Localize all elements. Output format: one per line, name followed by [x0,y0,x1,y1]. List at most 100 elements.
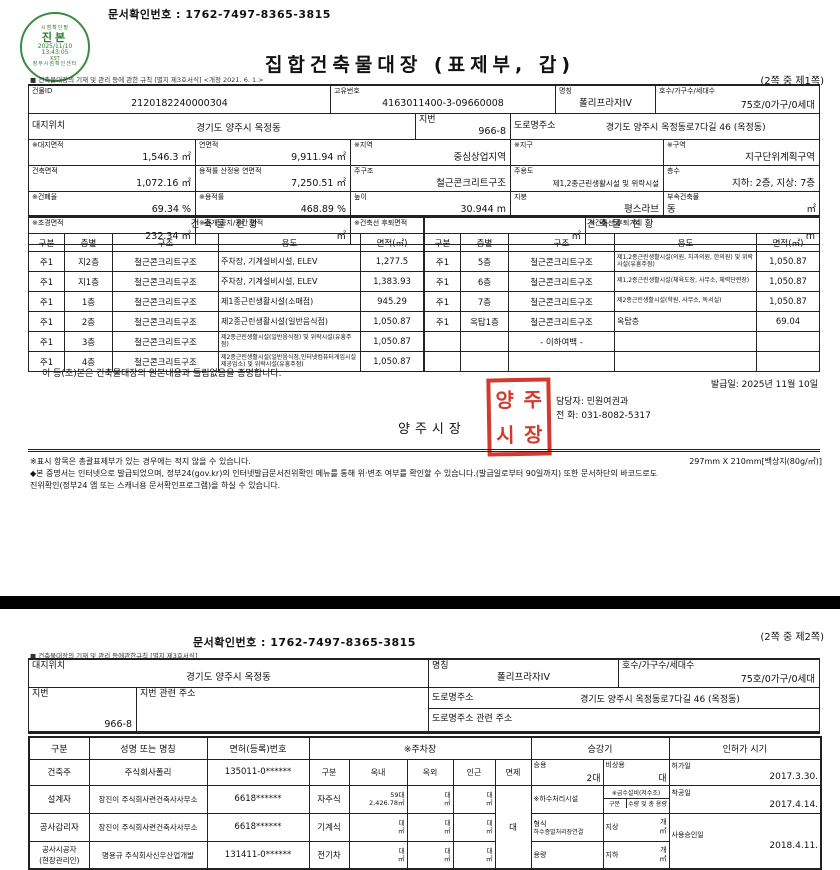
field-label: 지번 [419,115,436,125]
column-header: 층별 [65,234,113,251]
floor-use: 주차장, 기계설비시설, ELEV [219,252,361,271]
floor-use: 제2종근린생활시설(일반음식점) 및 위락시설(유흥주점) [219,332,361,351]
floor-structure [509,352,615,371]
field-value: 평스라브 [624,204,659,215]
water-supply-cell: ※급수설비(저수조) 구분 수량 및 총 용량 [602,784,670,814]
field-value: 지하: 2층, 지상: 7층 [731,178,815,189]
field-label: 부속건축물 [667,193,700,201]
floor-level: 7층 [461,292,509,311]
mayor-seal: 양 주 시 장 [486,377,552,457]
floor-area-ratio-cell: ※용적률 468.89 % [196,192,351,217]
floor-level [461,352,509,371]
table-row: 공사감리자 장진이 주식회사련건축사사무소 6618****** 기계식 대 ㎡ … [28,812,822,870]
field-value: 4163011400-3-09660008 [382,98,504,109]
parking-subheader: 구분 [308,758,350,786]
sewage-facility-label: ※하수처리시설 [530,784,604,814]
parking-exempt: 대 [494,784,532,870]
total-floor-area-cell: 연면적 9,911.94 ㎡ [196,140,351,165]
lot-number-cell: 지번 966-8 [416,114,511,139]
certification-statement: 이 등(초)본은 건축물대장의 원본내용과 틀림없음을 증명합니다. [42,369,282,379]
field-label: 지붕 [514,193,527,201]
field-value: 966-8 [478,126,506,137]
column-header: 구조 [113,234,219,251]
unique-number-cell: 고유번호 4163011400-3-09660008 [331,86,556,113]
field-label: 높이 [354,193,367,201]
floor-gubun: 주1 [425,252,461,271]
column-header: 성명 또는 명칭 [88,736,208,760]
coverage-ratio-cell: ※건폐율 69.34 % [29,192,196,217]
zoning-district-cell: ※지구 [511,140,664,165]
field-label: 대지위치 [32,661,66,671]
field-label: 건축면적 [32,167,58,175]
section-title: 건축물 현황 [425,217,819,234]
field-label: ※조경면적 [32,219,64,227]
floor-structure: 철근콘크리트구조 [509,312,615,331]
field-label: ※용적률 [199,193,225,201]
zoning-zone-cell: ※구역 지구단위계획구역 [664,140,819,165]
column-header: 구조 [509,234,615,251]
table-header-row: 구분 성명 또는 명칭 면허(등록)번호 ※주차장 승강기 인허가 시기 [28,736,822,760]
column-header: 용도 [615,234,757,251]
floor-use [615,352,757,371]
field-value: 개 [660,818,667,827]
floor-area: 1,050.87 [373,356,411,367]
floor-level: 3층 [65,332,113,351]
field-label: 지상 [605,823,619,832]
parking-subheader: 면제 [494,758,532,786]
field-value: 하수종말처리장연결 [533,828,584,836]
table-row: 주1 지2층 철근콘크리트구조 주차장, 기계설비시설, ELEV 1,277.… [29,252,423,272]
field-value: 폴리프라자IV [496,672,550,683]
field-label: 형식 [533,819,547,828]
lot-number-cell: 지번 966-8 [29,688,137,732]
floor-gubun: 주1 [29,332,65,351]
note-line: ◆본 증명서는 인터넷으로 발급되었으며, 정부24(gov.kr)의 인터넷발… [30,469,658,478]
field-label: 호수/가구수/세대수 [659,87,716,95]
floor-use: 주차장, 기계설비시설, ELEV [219,272,361,291]
field-value: ㎡ [659,855,667,864]
landscape-area-cell: ※조경면적 232.34 ㎡ [29,218,196,244]
field-value: 철근콘크리트구조 [436,178,506,189]
stamp-timezone: KST [50,55,60,62]
field-value: 30.944 m [460,204,506,215]
building-name-cell: 명칭 폴리프라자IV [556,86,656,113]
field-value: 2대 [586,773,601,784]
field-label: 고유번호 [334,87,360,95]
floor-structure: 철근콘크리트구조 [113,272,219,291]
seal-char: 주 [523,387,543,412]
field-value: 개 [660,846,667,855]
field-label: 호수/가구수/세대수 [622,661,695,671]
field-value: 75호/0가구/0세대 [740,100,815,111]
column-header: 인허가 시기 [668,736,822,760]
annex-dong: 동 [667,204,676,215]
field-label: ※지구 [514,141,533,149]
column-header: ※주차장 [308,736,532,760]
field-label: ※건폐율 [32,193,58,201]
field-value: 경기도 양주시 옥정동로7다길 46 (옥정동) [605,123,766,133]
field-label: 지번 관련 주소 [140,689,196,699]
field-label: ※건축선 후퇴면적 [354,219,408,227]
field-label: 주구조 [354,167,374,175]
annex-unit: ㎡ [806,204,816,215]
table-row: 건축주 주식회사폴리 135011-0****** 구분 옥내 옥외 인근 면제… [28,758,822,786]
parking-indoor: 대 ㎡ [348,840,408,870]
parking-nearby: 대 ㎡ [452,812,496,842]
party-role: 건축주 [28,758,90,786]
stamp-ring-top-text: 시점확인필 [40,25,69,32]
floor-gubun [425,332,461,351]
officer-phone: 전 화: 031-8082-5317 [556,411,651,422]
building-id-cell: 건물ID 2120182240000304 [29,86,331,113]
field-label: 도로명주소 [514,121,556,132]
floor-structure: 철근콘크리트구조 [113,332,219,351]
field-value: 2017.3.30. [769,772,819,783]
officer-name: 담당자: 민원여권과 [556,397,629,407]
water-col-header: 구분 [604,799,627,809]
seal-char: 시 [495,422,515,447]
water-underground-cell: 지하 개 ㎡ [602,840,670,870]
table-row: 주1 2층 철근콘크리트구조 제2종근린생활시설(일반음식점) 1,050.87 [29,312,423,332]
field-label: 명칭 [559,87,572,95]
column-header: 층별 [461,234,509,251]
column-header: 승강기 [530,736,670,760]
regulation-reference-page2: ■ 건축물대장의 기재 및 관리 등에관한규칙 [별지 제3호서식] [30,652,198,660]
approval-date-cell: 사용승인일 2018.4.11. [668,812,822,870]
floor-level: 옥탑1층 [461,312,509,331]
